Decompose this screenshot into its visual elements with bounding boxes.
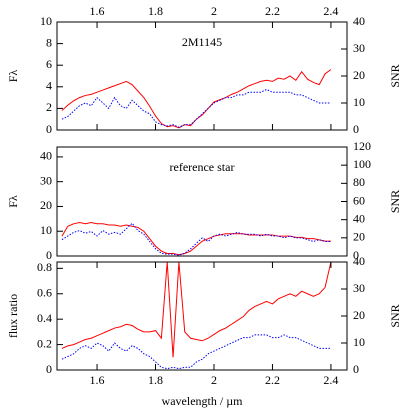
y-axis-label: Fλ xyxy=(6,195,20,208)
flux-line xyxy=(61,262,332,358)
annotation: 2M1145 xyxy=(182,35,222,49)
y2-tick-label: 20 xyxy=(353,308,365,322)
x-tick-label: 2 xyxy=(211,373,217,387)
y-tick-label: 0 xyxy=(46,122,52,136)
y2-tick-label: 120 xyxy=(353,139,371,153)
frame xyxy=(56,261,348,371)
y-tick-label: 40 xyxy=(40,149,52,163)
y2-tick-label: 0 xyxy=(353,122,359,136)
x-axis-label: wavelength / µm xyxy=(162,394,244,408)
y-tick-label: 10 xyxy=(40,223,52,237)
x-tick-label: 2 xyxy=(211,4,217,18)
y2-tick-label: 40 xyxy=(353,211,365,225)
y-tick-label: 0 xyxy=(46,362,52,376)
x-tick-label: 2.2 xyxy=(265,373,280,387)
y-tick-label: 0.6 xyxy=(37,286,52,300)
snr-line xyxy=(61,222,331,256)
y-tick-label: 4 xyxy=(46,79,52,93)
y2-tick-label: 60 xyxy=(353,193,365,207)
flux-line xyxy=(61,222,331,256)
y2-axis-label: SNR xyxy=(388,190,402,213)
snr-line xyxy=(61,88,331,128)
y-tick-label: 6 xyxy=(46,57,52,71)
y-tick-label: 0 xyxy=(46,248,52,262)
x-tick-label: 2.4 xyxy=(323,4,338,18)
y-tick-label: 20 xyxy=(40,198,52,212)
snr-line xyxy=(61,334,331,370)
annotation: reference star xyxy=(170,160,235,174)
y2-tick-label: 80 xyxy=(353,175,365,189)
y2-tick-label: 0 xyxy=(353,248,359,262)
y-tick-label: 2 xyxy=(46,100,52,114)
y2-tick-label: 40 xyxy=(353,14,365,28)
y2-tick-label: 30 xyxy=(353,41,365,55)
y-tick-label: 0.4 xyxy=(37,311,52,325)
y2-tick-label: 40 xyxy=(353,254,365,268)
y2-tick-label: 10 xyxy=(353,335,365,349)
x-tick-label: 2.4 xyxy=(323,373,338,387)
y2-axis-label: SNR xyxy=(388,64,402,87)
x-tick-label: 1.8 xyxy=(148,4,163,18)
y2-tick-label: 30 xyxy=(353,281,365,295)
y2-tick-label: 100 xyxy=(353,157,371,171)
y-tick-label: 0.8 xyxy=(37,260,52,274)
x-tick-label: 1.8 xyxy=(148,373,163,387)
y2-tick-label: 20 xyxy=(353,230,365,244)
y-tick-label: 8 xyxy=(46,35,52,49)
y-tick-label: 10 xyxy=(40,14,52,28)
y2-tick-label: 20 xyxy=(353,68,365,82)
x-tick-label: 1.6 xyxy=(90,373,105,387)
y-tick-label: 0.2 xyxy=(37,336,52,350)
x-tick-label: 2.2 xyxy=(265,4,280,18)
y-axis-label: Fλ xyxy=(6,70,20,83)
x-tick-label: 1.6 xyxy=(90,4,105,18)
y2-tick-label: 0 xyxy=(353,362,359,376)
y-axis-label: flux ratio xyxy=(6,294,20,338)
y2-tick-label: 10 xyxy=(353,95,365,109)
y-tick-label: 30 xyxy=(40,173,52,187)
y2-axis-label: SNR xyxy=(388,304,402,327)
